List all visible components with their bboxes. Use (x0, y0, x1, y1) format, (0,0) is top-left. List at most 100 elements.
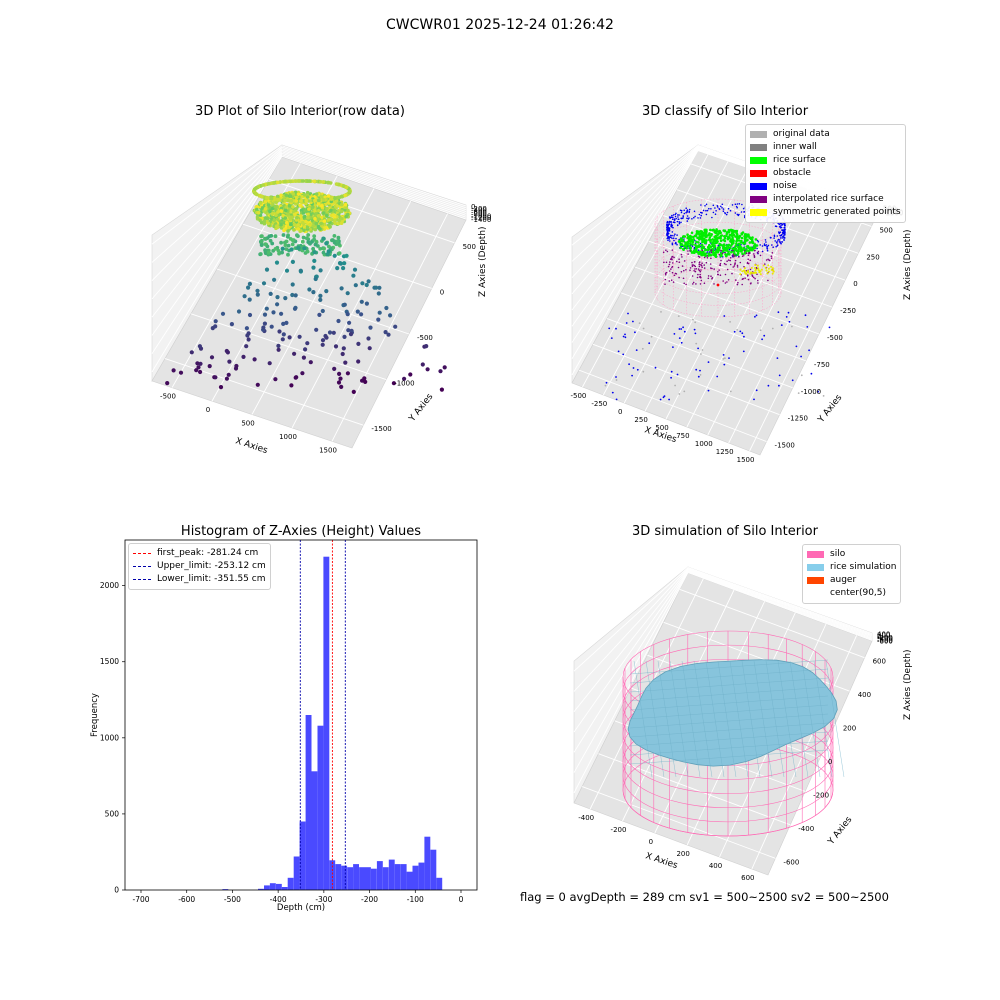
sparse-noise-point (660, 311, 662, 313)
rice-simulation-surface (627, 659, 838, 767)
noise-wall-point (666, 220, 669, 223)
bowl-point (276, 210, 280, 214)
rice-mesh-line (693, 660, 713, 778)
symmetric-point (754, 264, 757, 266)
interpolated-point (699, 283, 702, 285)
noise-wall-point (672, 216, 674, 219)
symmetric-point (739, 273, 742, 276)
rice-surface-point (743, 233, 747, 236)
bowl-point (339, 216, 344, 221)
legend-line (133, 566, 151, 567)
sparse-noise-point (610, 337, 613, 339)
rice-mesh-line (777, 660, 797, 778)
interpolated-point (734, 259, 737, 262)
interpolated-point (717, 271, 719, 273)
histogram-bar (370, 868, 377, 890)
rice-surface-point (733, 249, 736, 252)
noise-wall-point (698, 213, 701, 216)
sparse-noise-point (622, 335, 625, 338)
sparse-noise-point (736, 329, 738, 331)
p2-ytick: -500 (827, 334, 843, 342)
rim-point (266, 196, 270, 200)
band-point (286, 243, 291, 248)
noise-point (366, 279, 371, 284)
interpolated-point (691, 261, 693, 264)
p4-zgrid (573, 571, 873, 773)
rim-point (341, 184, 346, 188)
bowl-point (288, 194, 293, 198)
bowl-point (340, 209, 344, 214)
bowl-point (344, 214, 348, 219)
rice-mesh-line (629, 722, 829, 738)
p2-ytick: -750 (814, 361, 830, 369)
noise-point (283, 296, 288, 301)
histogram-bar (335, 864, 342, 890)
x-tick-label: 0 (459, 895, 464, 904)
noise-wall-point (706, 209, 709, 212)
bowl-point (299, 214, 303, 218)
noise-wall-point (693, 247, 696, 250)
sparse-noise-point (625, 322, 628, 324)
noise-point (356, 359, 361, 364)
noise-point (301, 355, 306, 360)
interpolated-point (755, 266, 758, 269)
rice-mesh-line (705, 660, 725, 778)
interpolated-point (718, 269, 720, 271)
bowl-point (311, 205, 315, 209)
noise-wall-point (776, 240, 779, 242)
legend-item: rice simulation (807, 561, 896, 574)
noise-wall-point (676, 243, 678, 246)
bowl-point (316, 214, 321, 218)
bowl-point (339, 221, 344, 225)
interpolated-point (668, 270, 671, 272)
interpolated-point (680, 253, 683, 256)
panel2-legend: original data inner wall rice surface obsta… (745, 124, 906, 223)
symmetric-point (757, 267, 760, 270)
interpolated-point (692, 283, 694, 285)
sparse-noise-point (828, 326, 831, 329)
p4-ztick: -400 (877, 635, 893, 643)
histogram-bar (376, 861, 383, 890)
noise-point (244, 344, 249, 349)
sparse-noise-point (642, 327, 645, 330)
histogram-bar (359, 867, 365, 890)
noise-wall-point (671, 224, 673, 227)
rice-surface-point (679, 246, 682, 250)
rice-surface-point (717, 236, 721, 240)
noise-wall-point (674, 233, 676, 235)
rice-mesh-line (629, 668, 829, 684)
interpolated-point (767, 258, 769, 261)
noise-point (302, 246, 307, 251)
interpolated-point (685, 283, 687, 286)
noise-wall-point (693, 216, 695, 219)
noise-wall-point (708, 207, 710, 210)
p4-ztick: 0 (877, 633, 881, 641)
noise-wall-point (736, 203, 739, 205)
noise-wall-point (721, 203, 724, 206)
noise-wall-point (783, 239, 785, 241)
sparse-noise-point (677, 315, 680, 317)
noise-point (292, 306, 298, 311)
noise-point (383, 330, 388, 335)
noise-point (425, 367, 430, 372)
noise-point (348, 332, 354, 337)
noise-point (335, 266, 340, 271)
interpolated-point (754, 277, 756, 280)
noise-point (345, 371, 350, 376)
band-point (260, 234, 264, 238)
interpolated-point (729, 257, 732, 259)
noise-point (297, 334, 302, 339)
noise-wall-point (743, 211, 745, 213)
panel2-zlabel: Z Axies (Depth) (903, 229, 913, 300)
noise-wall-point (704, 205, 706, 207)
rice-mesh-line (681, 660, 701, 778)
noise-wall-point (725, 213, 728, 216)
interpolated-point (668, 280, 671, 282)
interpolated-point (724, 251, 726, 254)
sparse-noise-point (624, 336, 627, 339)
legend-label: original data (773, 129, 830, 139)
noise-wall-point (697, 217, 699, 219)
noise-wall-point (693, 210, 696, 213)
interpolated-point (673, 274, 676, 277)
rice-surface-point (722, 247, 725, 250)
